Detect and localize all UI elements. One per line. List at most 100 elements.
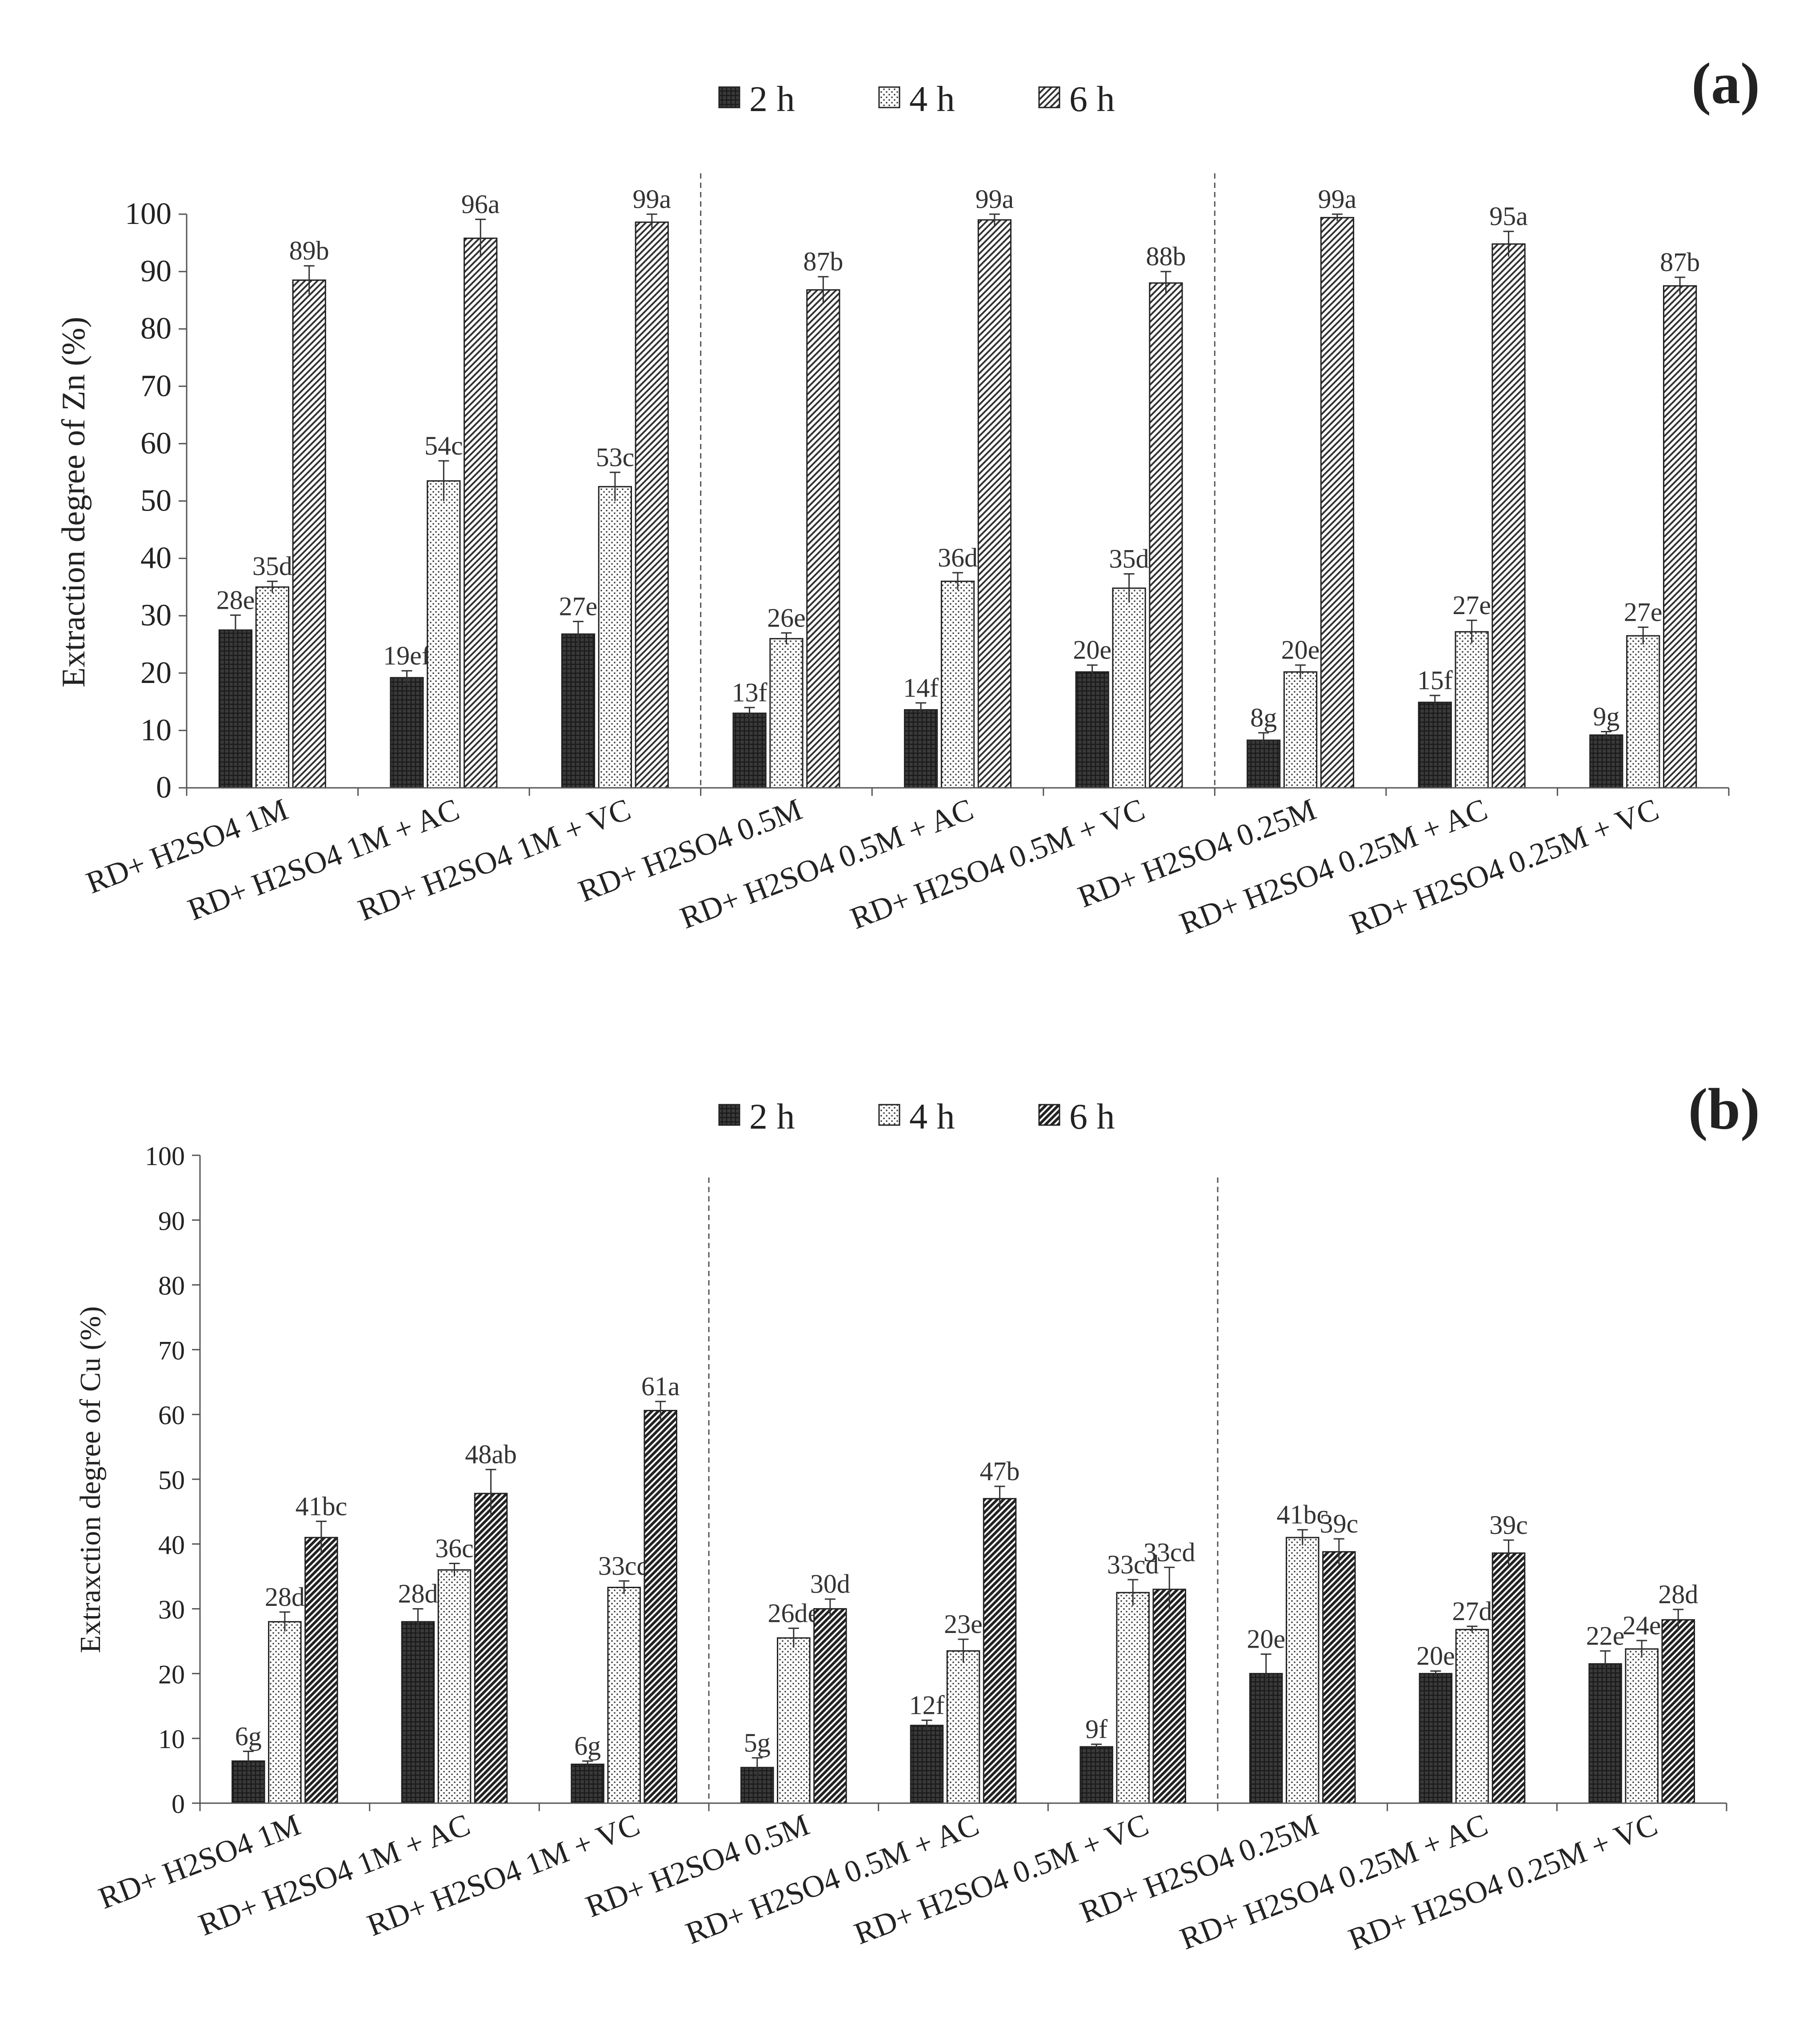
error-bar-4h-1 [279, 1611, 290, 1632]
error-bar-2h-2 [412, 1608, 424, 1635]
data-label-4h-3: 53c [596, 443, 635, 472]
legend-label-2h: 2 h [749, 79, 795, 119]
bar-4h-4 [769, 638, 804, 789]
bar-6h-5 [983, 1498, 1017, 1804]
data-label-4h-4: 26e [767, 603, 806, 632]
bar-4h-7 [1286, 1537, 1319, 1804]
legend-label-2h: 2 h [749, 1096, 795, 1137]
data-label-4h-1: 28d [265, 1582, 305, 1612]
x-category-label: RD+ H2SO4 1M + AC [184, 792, 464, 927]
bar-4h-8 [1455, 631, 1489, 789]
bar-6h-1 [304, 1537, 338, 1804]
bar-4h-7 [1283, 671, 1318, 789]
legend-swatch-4h [878, 86, 900, 108]
bar-2h-9 [1588, 1663, 1622, 1804]
y-tick-label: 30 [140, 599, 172, 633]
bar-2h-7 [1247, 739, 1281, 789]
error-bar-6h-2 [475, 219, 486, 257]
data-label-2h-5: 14f [903, 673, 939, 703]
error-bar-4h-2 [438, 460, 449, 501]
legend-item-6h: 6 h [1038, 79, 1115, 119]
error-bar-6h-1 [304, 265, 315, 295]
data-label-4h-1: 35d [252, 551, 292, 581]
data-label-2h-5: 12f [909, 1690, 944, 1720]
data-label-2h-7: 8g [1250, 703, 1277, 732]
error-bar-2h-6 [1087, 664, 1098, 679]
bar-4h-3 [607, 1586, 641, 1804]
error-bar-6h-5 [994, 1485, 1005, 1511]
data-label-4h-5: 36d [938, 543, 978, 572]
error-bar-2h-3 [582, 1760, 593, 1768]
bar-6h-4 [806, 289, 840, 789]
error-bar-4h-3 [619, 1580, 630, 1594]
bar-4h-8 [1455, 1629, 1489, 1804]
error-bar-4h-2 [449, 1563, 460, 1577]
error-bar-2h-4 [744, 707, 755, 719]
y-tick-label: 70 [158, 1336, 185, 1365]
bar-2h-4 [732, 712, 767, 789]
data-label-6h-5: 47b [980, 1457, 1020, 1486]
legend-label-6h: 6 h [1069, 1096, 1115, 1137]
data-label-6h-3: 61a [641, 1372, 680, 1401]
data-label-2h-4: 13f [732, 678, 768, 707]
bar-4h-9 [1626, 635, 1660, 789]
error-bar-4h-3 [609, 471, 620, 501]
bar-2h-6 [1075, 671, 1109, 789]
bar-2h-3 [561, 633, 596, 789]
bar-2h-3 [571, 1764, 604, 1804]
bar-4h-1 [255, 586, 289, 789]
error-bar-2h-9 [1601, 731, 1612, 739]
x-category-label: RD+ H2SO4 1M + VC [354, 792, 636, 928]
data-label-4h-2: 54c [424, 431, 463, 460]
x-category-label: RD+ H2SO4 0.25M + AC [1175, 1808, 1492, 1956]
error-bar-2h-7 [1260, 1653, 1271, 1693]
error-bar-2h-1 [243, 1750, 254, 1771]
bar-2h-5 [903, 709, 938, 789]
legend-swatch-2h [718, 1104, 740, 1126]
x-category-label: RD+ H2SO4 0.5M + VC [850, 1808, 1153, 1951]
bar-6h-4 [813, 1608, 847, 1804]
data-label-2h-4: 5g [744, 1728, 771, 1757]
data-label-4h-2: 36c [435, 1534, 474, 1563]
error-bar-2h-2 [401, 670, 412, 685]
error-bar-2h-5 [915, 702, 927, 717]
y-tick-label: 30 [158, 1595, 185, 1625]
data-label-6h-6: 33cd [1143, 1537, 1195, 1567]
x-category-label: RD+ H2SO4 0.25M + VC [1344, 1808, 1662, 1957]
y-tick-label: 60 [158, 1401, 185, 1430]
error-bar-4h-9 [1636, 1640, 1647, 1657]
error-bar-6h-6 [1160, 271, 1171, 295]
bar-6h-7 [1322, 1551, 1356, 1804]
data-label-4h-7: 41bc [1277, 1500, 1329, 1529]
y-tick-label: 40 [158, 1530, 185, 1560]
legend-swatch-6h [1038, 86, 1060, 108]
error-bar-6h-5 [989, 213, 1000, 226]
data-label-4h-5: 23e [944, 1609, 983, 1639]
x-category-label: RD+ H2SO4 1M + AC [194, 1808, 475, 1943]
panel-a-legend: 2 h 4 h 6 h [718, 79, 1115, 119]
panel-b-chart: (b) 2 h 4 h 6 h Extraxction degree of Cu… [74, 1076, 1760, 1957]
error-bar-6h-4 [818, 276, 829, 303]
data-label-2h-3: 27e [559, 592, 598, 621]
legend-label-4h: 4 h [909, 79, 955, 119]
bar-6h-3 [644, 1409, 677, 1804]
error-bar-6h-8 [1503, 231, 1514, 257]
error-bar-4h-4 [781, 632, 792, 645]
error-bar-6h-3 [646, 213, 657, 231]
y-tick-label: 10 [158, 1725, 185, 1754]
bar-4h-4 [777, 1637, 811, 1804]
bar-2h-9 [1589, 734, 1623, 789]
panel-a-ylabel: Extraction degree of Zn (%) [56, 317, 92, 687]
bar-2h-7 [1249, 1673, 1283, 1804]
y-tick-label: 90 [140, 254, 172, 288]
bar-6h-8 [1491, 1552, 1526, 1804]
data-label-4h-9: 24e [1623, 1611, 1661, 1640]
bar-2h-8 [1419, 1673, 1453, 1804]
legend-label-6h: 6 h [1069, 79, 1115, 119]
legend-item-2h: 2 h [718, 1096, 795, 1137]
error-bar-2h-7 [1258, 732, 1269, 748]
bar-6h-2 [464, 237, 498, 789]
bar-4h-5 [946, 1650, 980, 1804]
error-bar-4h-7 [1297, 1529, 1308, 1545]
